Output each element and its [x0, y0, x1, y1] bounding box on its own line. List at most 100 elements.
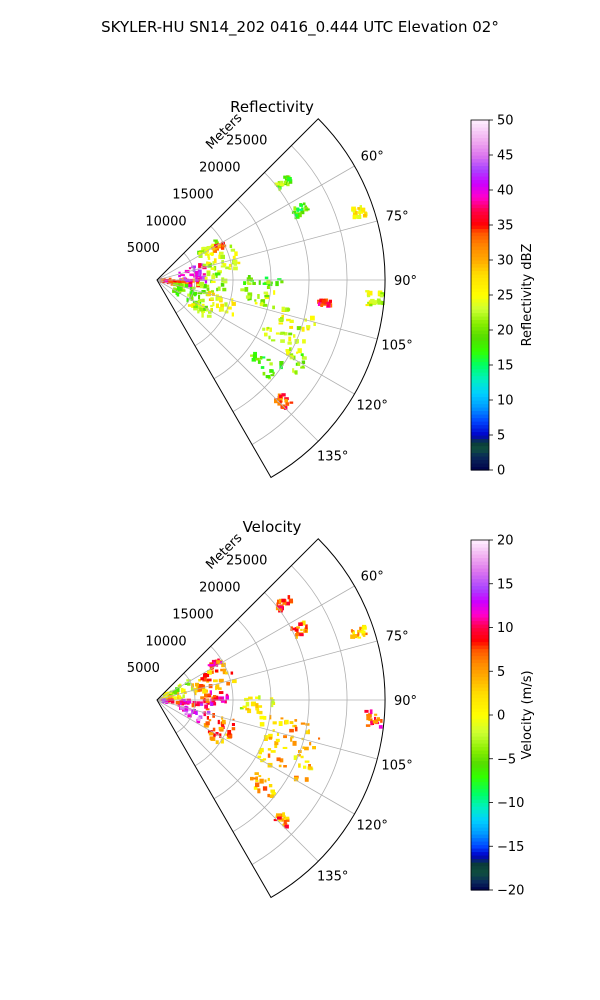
radar-gate: [230, 248, 236, 252]
radar-gate: [357, 215, 362, 219]
radar-gate: [269, 794, 275, 798]
radar-gate: [186, 298, 189, 303]
colorbar-segment: [471, 235, 489, 240]
radar-gate: [304, 777, 309, 782]
radar-gate: [189, 287, 194, 291]
radar-gate: [260, 366, 265, 369]
radar-gate: [172, 289, 178, 293]
colorbar-tick-label: 10: [497, 394, 514, 409]
radar-gate: [221, 722, 224, 727]
radar-gate: [211, 702, 217, 706]
colorbar-tick-label: 50: [497, 114, 514, 129]
radar-gate: [202, 283, 207, 289]
radar-gate: [283, 180, 286, 184]
radar-gate: [302, 746, 305, 749]
radar-gate: [277, 278, 282, 281]
radar-gate: [299, 208, 303, 211]
radar-gate: [312, 746, 316, 750]
colorbar-segment: [471, 277, 489, 282]
radar-gate: [229, 244, 233, 248]
colorbar-segment: [471, 144, 489, 149]
radar-gate: [262, 327, 266, 331]
colorbar-segment: [471, 389, 489, 394]
azimuth-spoke: [156, 640, 378, 701]
radar-gate: [267, 326, 270, 330]
colorbar-segment: [471, 774, 489, 779]
radar-gate: [363, 213, 367, 217]
radar-gate: [360, 630, 366, 634]
radar-gate: [288, 336, 292, 342]
range-tick-label: 15000: [172, 607, 213, 622]
radar-gate: [274, 743, 278, 748]
colorbar-segment: [471, 767, 489, 772]
radar-gate: [206, 246, 211, 250]
colorbar-segment: [471, 778, 489, 783]
colorbar-tick-label: 25: [497, 289, 514, 304]
radar-gate: [268, 335, 271, 340]
radar-gate: [199, 276, 202, 280]
colorbar-segment: [471, 130, 489, 135]
radar-gate: [376, 298, 381, 304]
colorbar-segment: [471, 795, 489, 800]
radar-gate: [206, 284, 210, 288]
colorbar-segment: [471, 239, 489, 244]
radar-gate: [196, 283, 201, 287]
colorbar-segment: [471, 270, 489, 275]
radar-gate: [201, 298, 205, 303]
colorbar-segment: [471, 382, 489, 387]
radar-gate: [296, 351, 299, 354]
colorbar-segment: [471, 624, 489, 629]
radar-gate: [216, 287, 219, 292]
radar-gate: [291, 627, 296, 631]
colorbar-segment: [471, 673, 489, 678]
colorbar-segment: [471, 127, 489, 132]
radar-gate: [210, 280, 216, 283]
radar-gate: [231, 301, 236, 306]
radar-gate: [197, 300, 200, 305]
colorbar-segment: [471, 190, 489, 195]
radar-gate: [245, 707, 250, 711]
colorbar-segment: [471, 456, 489, 461]
colorbar-segment: [471, 540, 489, 545]
radar-gate: [210, 290, 214, 293]
radar-gate: [181, 701, 186, 705]
radar-gate: [217, 272, 221, 276]
radar-gate: [225, 266, 230, 270]
colorbar-segment: [471, 617, 489, 622]
radar-gate: [198, 679, 201, 682]
radar-gate: [287, 177, 292, 182]
colorbar-segment: [471, 858, 489, 863]
radar-gate: [357, 211, 363, 214]
colorbar-segment: [471, 687, 489, 692]
radar-gate: [369, 709, 373, 715]
radar-gate: [193, 305, 197, 309]
radar-gate: [262, 758, 267, 761]
colorbar-segment: [471, 634, 489, 639]
radar-gate: [187, 714, 192, 718]
radar-gate: [268, 736, 273, 740]
radar-gate: [219, 733, 222, 738]
colorbar-segment: [471, 358, 489, 363]
radar-gate: [255, 703, 259, 709]
radar-gate: [352, 210, 355, 214]
radar-gate: [208, 719, 212, 722]
radar-gate: [285, 349, 290, 352]
radar-gate: [367, 294, 370, 298]
radar-gate: [219, 244, 222, 247]
radar-gate: [214, 669, 219, 673]
radar-gate: [288, 598, 293, 604]
radar-gate: [261, 356, 266, 359]
radar-gate: [220, 668, 223, 672]
radar-gate: [263, 735, 268, 738]
colorbar-segment: [471, 372, 489, 377]
radar-gate: [213, 661, 216, 666]
radar-gate: [359, 205, 362, 210]
radar-gate: [300, 353, 304, 356]
radar-gate: [222, 263, 227, 267]
colorbar-segment: [471, 568, 489, 573]
radar-gate: [202, 273, 206, 276]
radar-gate: [201, 290, 206, 294]
radar-gate: [245, 295, 251, 299]
radar-gate: [275, 332, 280, 335]
radar-gate: [206, 271, 211, 277]
